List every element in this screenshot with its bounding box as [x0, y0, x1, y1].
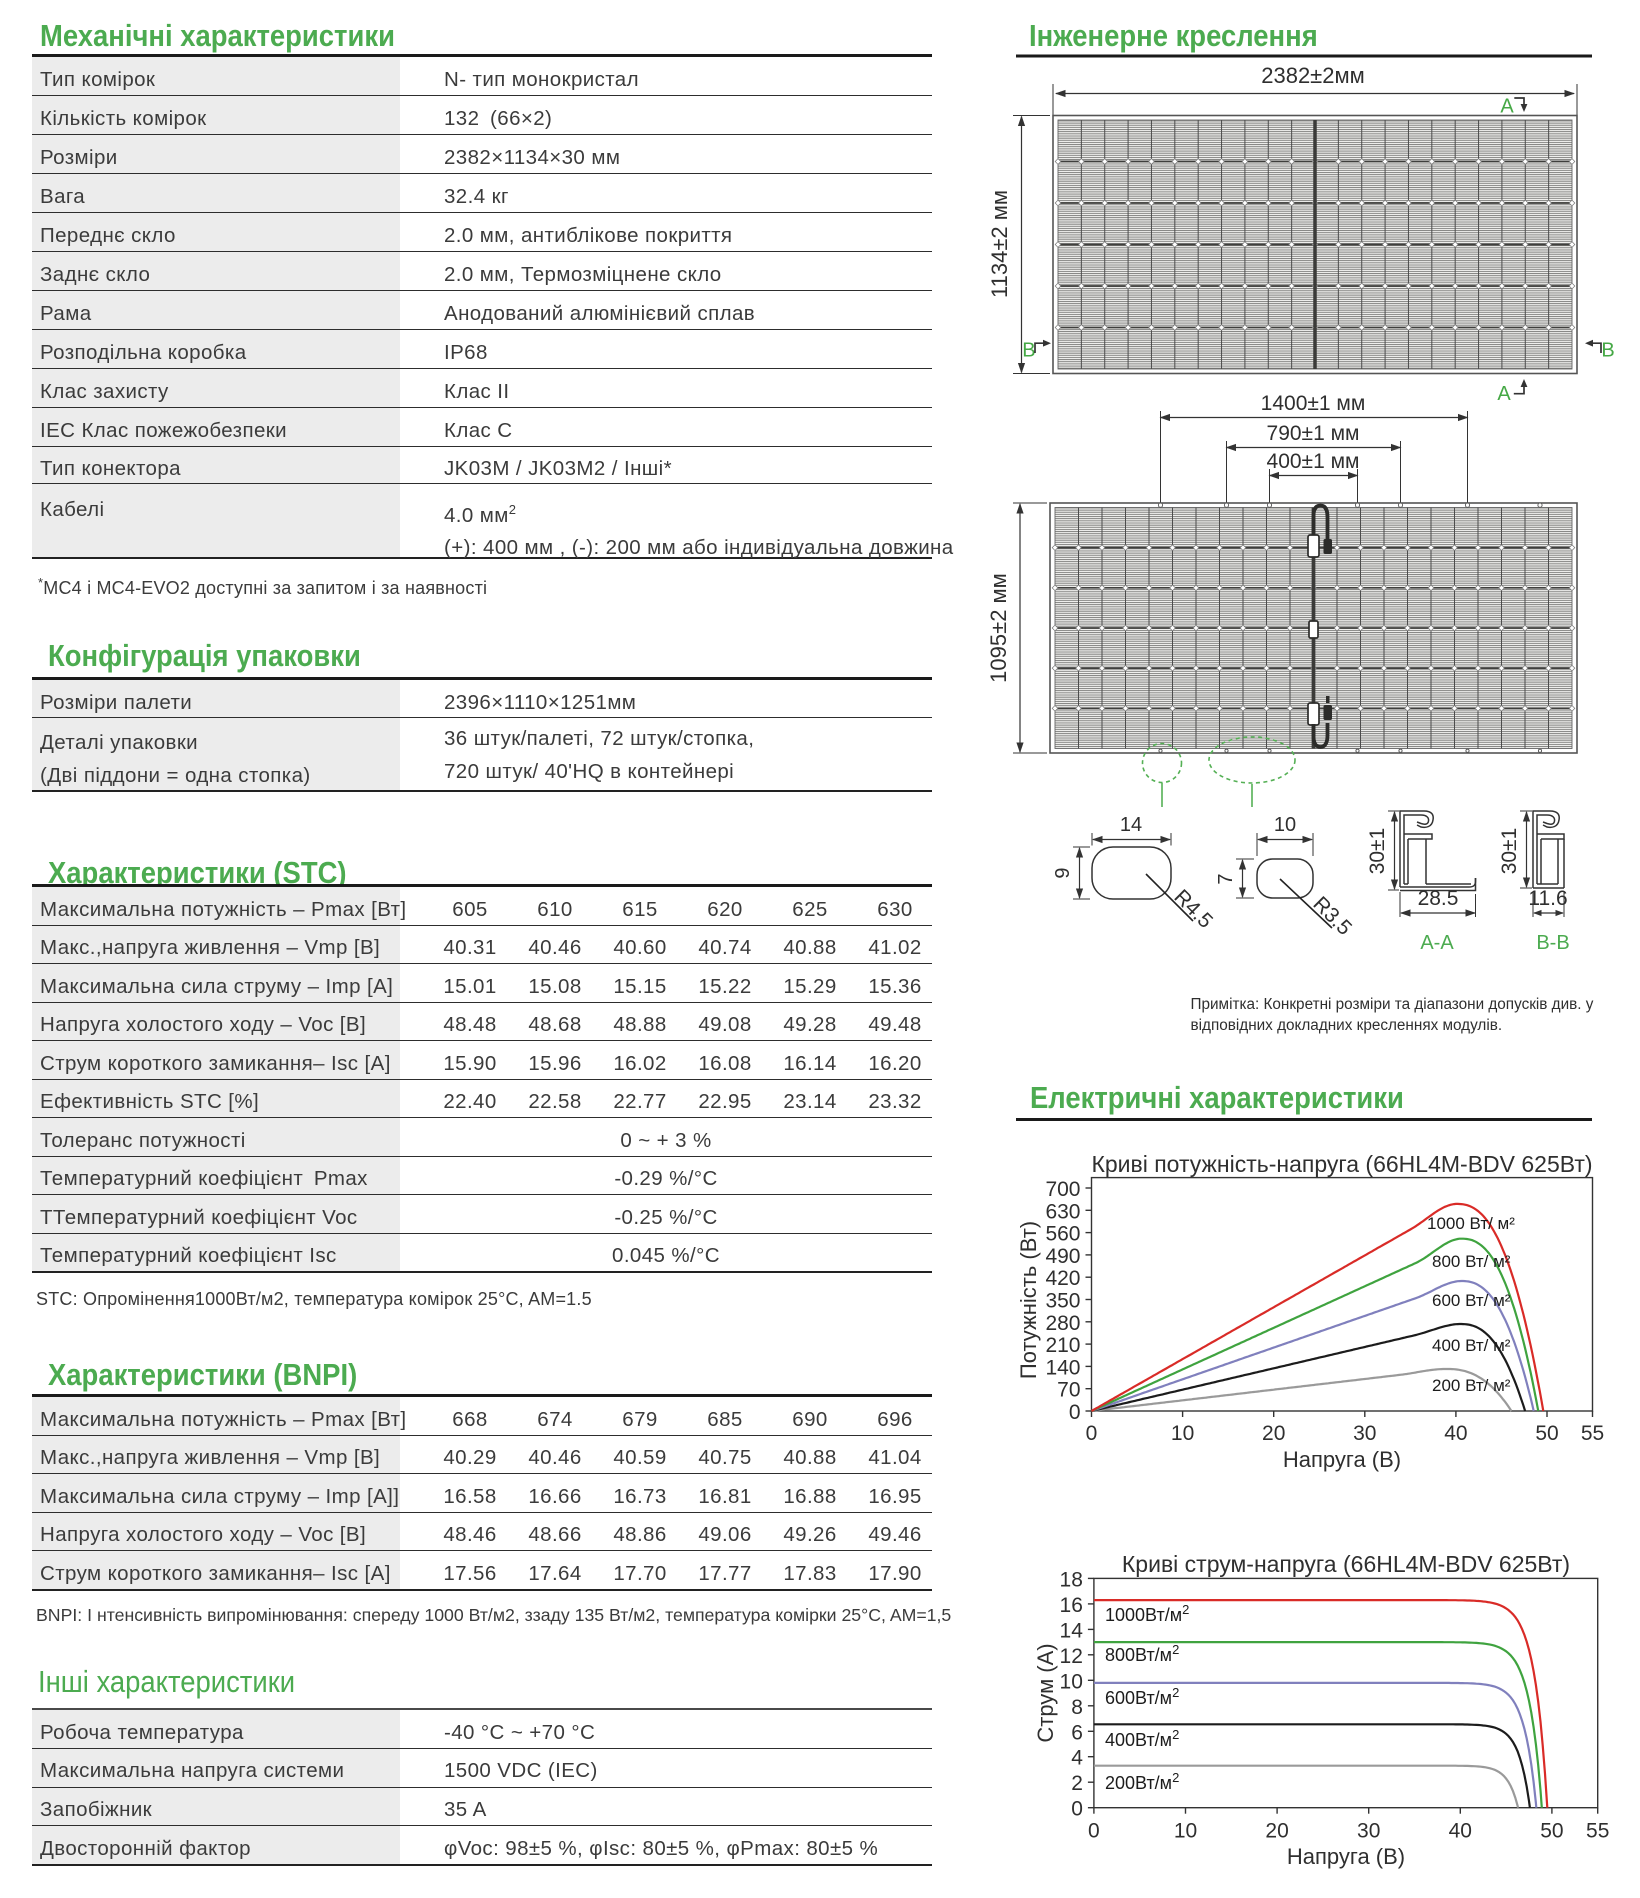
svg-text:490: 490 [1045, 1245, 1080, 1268]
svg-text:20: 20 [1262, 1422, 1285, 1445]
svg-text:20: 20 [1265, 1820, 1288, 1843]
svg-text:800Вт/м2: 800Вт/м2 [1105, 1642, 1179, 1666]
svg-text:B-B: B-B [1536, 932, 1569, 954]
svg-text:420: 420 [1045, 1267, 1080, 1290]
svg-text:30: 30 [1353, 1422, 1376, 1445]
svg-text:9: 9 [1052, 867, 1074, 878]
svg-text:14: 14 [1120, 814, 1142, 836]
svg-text:30: 30 [1357, 1820, 1380, 1843]
svg-text:Напруга (В): Напруга (В) [1287, 1844, 1405, 1869]
svg-text:700: 700 [1045, 1178, 1080, 1201]
svg-text:400Вт/м2: 400Вт/м2 [1105, 1727, 1179, 1751]
svg-text:10: 10 [1060, 1670, 1083, 1693]
svg-text:Примітка: Конкретні розміри та: Примітка: Конкретні розміри та діапазони… [1191, 996, 1594, 1013]
svg-text:B: B [1022, 340, 1035, 362]
svg-text:800 Вт/ м²: 800 Вт/ м² [1432, 1252, 1511, 1271]
svg-text:600Вт/м2: 600Вт/м2 [1105, 1685, 1179, 1709]
svg-text:A-A: A-A [1420, 932, 1454, 954]
svg-text:0: 0 [1086, 1422, 1098, 1445]
svg-text:630: 630 [1045, 1200, 1080, 1223]
svg-text:400±1 мм: 400±1 мм [1267, 450, 1360, 473]
svg-text:30±1: 30±1 [1366, 828, 1389, 875]
svg-text:0: 0 [1071, 1798, 1083, 1821]
svg-text:600 Вт/ м²: 600 Вт/ м² [1432, 1291, 1511, 1310]
svg-text:55: 55 [1581, 1422, 1604, 1445]
svg-text:відповідних докладних кресленн: відповідних докладних кресленнях модулів… [1191, 1017, 1503, 1034]
svg-text:1095±2 мм: 1095±2 мм [986, 573, 1011, 683]
svg-text:Струм (А): Струм (А) [1033, 1643, 1058, 1742]
svg-text:B: B [1601, 340, 1614, 362]
svg-text:0: 0 [1088, 1820, 1100, 1843]
svg-text:70: 70 [1057, 1379, 1080, 1402]
svg-text:Криві струм-напруга (66HL4M-BD: Криві струм-напруга (66HL4M-BDV 625Вт) [1122, 1551, 1570, 1577]
svg-text:50: 50 [1540, 1820, 1563, 1843]
svg-text:50: 50 [1535, 1422, 1558, 1445]
svg-text:790±1 мм: 790±1 мм [1267, 422, 1360, 445]
svg-text:400 Вт/ м²: 400 Вт/ м² [1432, 1336, 1511, 1355]
svg-text:7: 7 [1215, 873, 1237, 884]
svg-text:10: 10 [1171, 1422, 1194, 1445]
svg-text:11.6: 11.6 [1528, 887, 1567, 910]
svg-text:1400±1 мм: 1400±1 мм [1261, 392, 1366, 415]
svg-text:350: 350 [1045, 1290, 1080, 1313]
svg-text:R3.5: R3.5 [1308, 892, 1356, 940]
svg-text:Криві потужність-напруга (66HL: Криві потужність-напруга (66HL4M-BDV 625… [1091, 1151, 1592, 1177]
svg-text:30±1: 30±1 [1498, 828, 1521, 875]
svg-text:40: 40 [1444, 1422, 1467, 1445]
svg-text:2: 2 [1071, 1772, 1083, 1795]
svg-text:1000Вт/м2: 1000Вт/м2 [1105, 1602, 1189, 1626]
svg-text:16: 16 [1060, 1594, 1083, 1617]
svg-text:Напруга (В): Напруга (В) [1283, 1447, 1401, 1472]
svg-text:14: 14 [1060, 1619, 1084, 1642]
svg-text:6: 6 [1071, 1721, 1083, 1744]
svg-text:8: 8 [1071, 1696, 1083, 1719]
svg-text:2382±2мм: 2382±2мм [1261, 63, 1365, 88]
svg-text:18: 18 [1060, 1568, 1083, 1591]
svg-text:200 Вт/ м²: 200 Вт/ м² [1432, 1376, 1511, 1395]
svg-text:28.5: 28.5 [1418, 887, 1459, 910]
svg-text:10: 10 [1274, 814, 1296, 836]
svg-text:4: 4 [1071, 1747, 1083, 1770]
svg-text:Потужність (Вт): Потужність (Вт) [1016, 1221, 1041, 1379]
svg-text:10: 10 [1174, 1820, 1197, 1843]
svg-text:1000 Вт/ м²: 1000 Вт/ м² [1427, 1214, 1515, 1233]
svg-text:A: A [1497, 383, 1511, 405]
svg-text:55: 55 [1586, 1820, 1609, 1843]
svg-text:560: 560 [1045, 1223, 1080, 1246]
svg-text:200Вт/м2: 200Вт/м2 [1105, 1770, 1179, 1794]
svg-text:12: 12 [1060, 1645, 1083, 1668]
svg-text:1134±2 мм: 1134±2 мм [987, 190, 1012, 298]
svg-text:40: 40 [1449, 1820, 1472, 1843]
svg-text:280: 280 [1045, 1312, 1080, 1335]
svg-text:140: 140 [1045, 1356, 1080, 1379]
svg-text:A: A [1500, 96, 1514, 118]
svg-text:210: 210 [1045, 1334, 1080, 1357]
svg-text:0: 0 [1069, 1401, 1081, 1424]
svg-text:R4.5: R4.5 [1169, 885, 1217, 933]
